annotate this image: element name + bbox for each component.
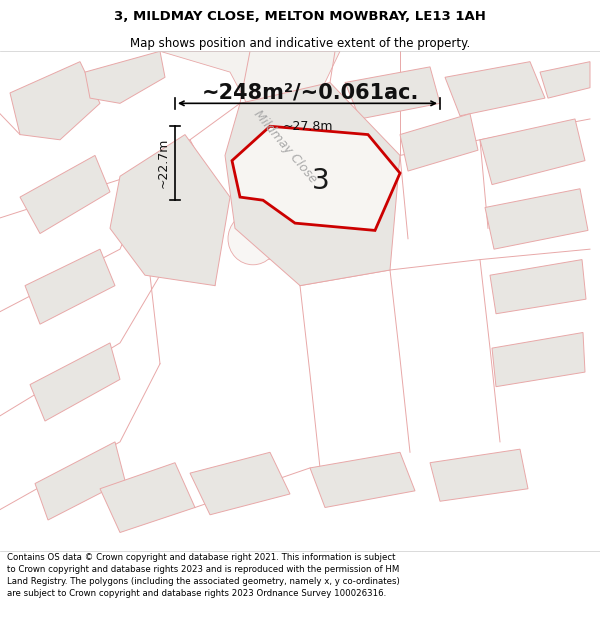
Polygon shape xyxy=(480,119,585,184)
Polygon shape xyxy=(110,134,230,286)
Polygon shape xyxy=(485,189,588,249)
Polygon shape xyxy=(100,462,195,532)
Text: ~27.8m: ~27.8m xyxy=(282,120,333,133)
Text: Mildmay Close: Mildmay Close xyxy=(251,108,319,186)
Text: Contains OS data © Crown copyright and database right 2021. This information is : Contains OS data © Crown copyright and d… xyxy=(7,554,400,598)
Polygon shape xyxy=(20,156,110,234)
Polygon shape xyxy=(445,62,545,116)
Text: 3: 3 xyxy=(311,167,329,194)
Polygon shape xyxy=(160,51,340,259)
Polygon shape xyxy=(190,452,290,515)
Polygon shape xyxy=(540,62,590,98)
Polygon shape xyxy=(492,332,585,387)
Polygon shape xyxy=(490,259,586,314)
Polygon shape xyxy=(85,51,165,103)
Text: Map shows position and indicative extent of the property.: Map shows position and indicative extent… xyxy=(130,37,470,50)
Polygon shape xyxy=(225,82,400,286)
Text: ~22.7m: ~22.7m xyxy=(157,138,170,188)
Polygon shape xyxy=(10,62,100,140)
Polygon shape xyxy=(25,249,115,324)
Polygon shape xyxy=(232,126,400,231)
Polygon shape xyxy=(310,452,415,508)
Polygon shape xyxy=(30,343,120,421)
Text: 3, MILDMAY CLOSE, MELTON MOWBRAY, LE13 1AH: 3, MILDMAY CLOSE, MELTON MOWBRAY, LE13 1… xyxy=(114,10,486,23)
Polygon shape xyxy=(430,449,528,501)
Circle shape xyxy=(228,213,278,265)
Polygon shape xyxy=(35,442,125,520)
Polygon shape xyxy=(400,114,478,171)
Polygon shape xyxy=(345,67,440,119)
Text: ~248m²/~0.061ac.: ~248m²/~0.061ac. xyxy=(202,83,419,103)
